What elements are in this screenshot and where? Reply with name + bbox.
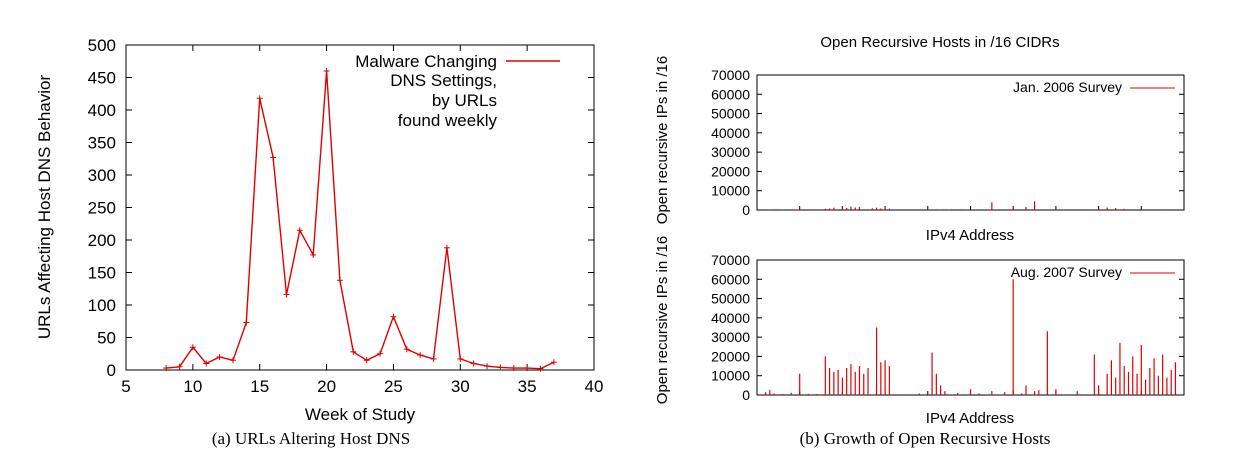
data-point [377,350,384,357]
data-point [390,313,397,320]
caption-b: (b) Growth of Open Recursive Hosts [800,429,1051,448]
legend-a: Malware Changing DNS Settings, by URLs f… [355,52,560,130]
y-axis-ticks-b-top: 0 10000 20000 30000 40000 50000 60000 70000 [711,67,1184,218]
y-tick-label: 30000 [711,329,750,345]
y-tick-label: 10000 [711,183,750,199]
data-point [283,291,290,298]
y-axis-label-b-top: Open recursive IPs in /16 [654,56,671,224]
data-point [537,365,544,372]
data-point [243,319,250,326]
y-tick-label: 70000 [711,252,750,268]
y-tick-label: 200 [88,231,116,250]
data-point [296,227,303,234]
y-tick-label: 0 [742,202,750,218]
data-point [323,68,330,74]
y-tick-label: 150 [88,264,116,283]
data-point [310,251,317,258]
data-point [417,352,424,359]
data-point [176,363,183,370]
y-tick-label: 50 [97,329,116,348]
x-tick-label: 5 [121,377,130,396]
y-tick-label: 250 [88,199,116,218]
legend-line-4: found weekly [398,111,498,130]
y-tick-label: 400 [88,101,116,120]
series-group-a [163,68,557,372]
y-tick-label: 0 [742,387,750,403]
y-tick-label: 100 [88,296,116,315]
y-tick-label: 40000 [711,125,750,141]
y-axis-ticks-b-bottom: 0 10000 20000 30000 40000 50000 60000 70000 [711,252,1184,403]
chart-title-b: Open Recursive Hosts in /16 CIDRs [820,34,1059,51]
data-point [270,154,277,161]
y-tick-label: 0 [107,361,116,380]
data-point [510,365,517,372]
plot-frame-a [125,44,595,371]
x-tick-label: 10 [183,377,202,396]
legend-label-b-top: Jan. 2006 Survey [1013,79,1122,95]
line-chart: 0 50 100 150 200 250 300 350 400 450 500 5 10 15 20 25… [35,36,603,424]
y-tick-label: 10000 [711,368,750,384]
data-point [363,357,370,364]
x-axis-label-a: Week of Study [305,405,416,424]
y-tick-label: 300 [88,166,116,185]
data-point [550,359,557,366]
y-tick-label: 450 [88,69,116,88]
data-point [443,244,450,251]
y-tick-label: 350 [88,134,116,153]
x-axis-label-b-top: IPv4 Address [926,227,1014,244]
legend-line-2: DNS Settings, [390,71,497,90]
x-tick-label: 15 [250,377,269,396]
legend-label-b-bottom: Aug. 2007 Survey [1011,264,1122,280]
data-point [163,365,170,372]
x-tick-label: 20 [317,377,336,396]
x-tick-label: 30 [451,377,470,396]
y-tick-label: 30000 [711,144,750,160]
y-axis-label-b-bottom: Open recursive IPs in /16 [654,236,671,404]
histogram-chart: Open Recursive Hosts in /16 CIDRs 0 10000… [654,34,1185,427]
y-tick-label: 70000 [711,67,750,83]
x-tick-label: 40 [585,377,604,396]
data-point [524,365,531,372]
data-point [457,355,464,362]
y-tick-label: 500 [88,36,116,55]
y-tick-label: 20000 [711,348,750,364]
x-axis-ticks-a: 5 10 15 20 25 30 35 40 [121,45,603,396]
data-point [189,344,196,351]
y-axis-ticks-a: 0 50 100 150 200 250 300 350 400 450 500 [88,36,594,380]
plot-frame-b-top [756,74,1185,211]
legend-line-3: by URLs [432,91,497,110]
caption-a: (a) URLs Altering Host DNS [212,429,410,448]
bars-b-bottom [764,279,1177,395]
y-tick-label: 60000 [711,271,750,287]
data-point [216,354,223,360]
y-tick-label: 50000 [711,291,750,307]
y-tick-label: 20000 [711,163,750,179]
data-point [484,363,491,370]
data-point [497,364,504,371]
data-point [350,348,357,355]
y-tick-label: 60000 [711,86,750,102]
y-tick-label: 40000 [711,310,750,326]
bars-b-top [769,201,1164,210]
data-point [403,346,410,353]
y-axis-label-a: URLs Affecting Host DNS Behavior [35,75,54,340]
data-point [203,360,210,367]
x-tick-label: 35 [518,377,537,396]
legend-line-1: Malware Changing [355,52,497,71]
data-point [336,277,343,284]
data-point [470,360,477,367]
x-axis-label-b-bottom: IPv4 Address [926,410,1014,427]
y-tick-label: 50000 [711,106,750,122]
x-tick-label: 25 [384,377,403,396]
data-point [430,355,437,362]
data-point [229,357,236,364]
data-point [256,95,263,102]
